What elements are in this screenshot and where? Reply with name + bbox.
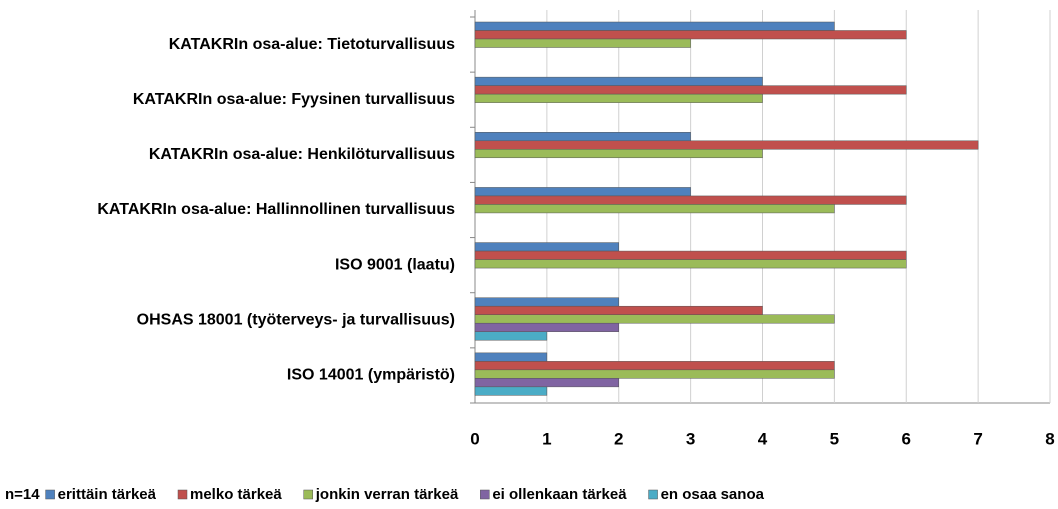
x-tick-label: 0 [470, 429, 479, 448]
x-tick-label: 7 [973, 429, 982, 448]
bar [474, 21, 835, 31]
category-label: OHSAS 18001 (työterveys- ja turvallisuus… [137, 312, 455, 329]
bar [474, 195, 907, 205]
bar [474, 386, 548, 396]
bar [474, 132, 691, 142]
x-tick-label: 6 [902, 429, 911, 448]
bar [474, 93, 763, 103]
category-label: ISO 14001 (ympäristö) [287, 367, 455, 384]
category-label: KATAKRIn osa-alue: Tietoturvallisuus [169, 36, 455, 53]
bar [474, 297, 619, 307]
category-label: KATAKRIn osa-alue: Fyysinen turvallisuus [133, 91, 455, 108]
bar [474, 187, 691, 197]
bar [474, 331, 548, 341]
x-tick-label: 8 [1045, 429, 1054, 448]
legend-label: jonkin verran tärkeä [315, 486, 459, 503]
legend-swatch [648, 489, 658, 500]
legend-swatch [177, 489, 188, 500]
bar [474, 314, 835, 324]
bar [474, 140, 979, 150]
legend-swatch [303, 489, 313, 500]
bar [474, 305, 763, 315]
legend-label: erittäin tärkeä [58, 486, 157, 503]
category-label: KATAKRIn osa-alue: Hallinnollinen turval… [97, 201, 455, 218]
legend-label: ei ollenkaan tärkeä [492, 486, 627, 503]
legend-label: en osaa sanoa [661, 486, 765, 503]
legend-swatch [480, 489, 490, 500]
legend-swatch [45, 489, 55, 500]
bar [474, 149, 763, 159]
bar [474, 378, 619, 388]
bar [474, 250, 907, 260]
bar [474, 38, 691, 48]
x-tick-label: 5 [830, 429, 839, 448]
x-tick-label: 3 [686, 429, 695, 448]
legend-title: n=14 [5, 486, 40, 503]
bar [474, 30, 907, 40]
legend-label: melko tärkeä [190, 486, 282, 503]
bar [474, 352, 548, 362]
bar [474, 361, 835, 371]
x-tick-label: 2 [614, 429, 623, 448]
bar [474, 85, 907, 95]
x-tick-label: 4 [758, 429, 768, 448]
bar [474, 369, 835, 379]
category-label: ISO 9001 (laatu) [335, 256, 455, 273]
bar [474, 76, 763, 86]
bar [474, 242, 619, 252]
x-tick-label: 1 [542, 429, 551, 448]
bar [474, 322, 619, 332]
bar [474, 204, 835, 214]
bar [474, 259, 907, 269]
category-label: KATAKRIn osa-alue: Henkilöturvallisuus [149, 146, 455, 163]
